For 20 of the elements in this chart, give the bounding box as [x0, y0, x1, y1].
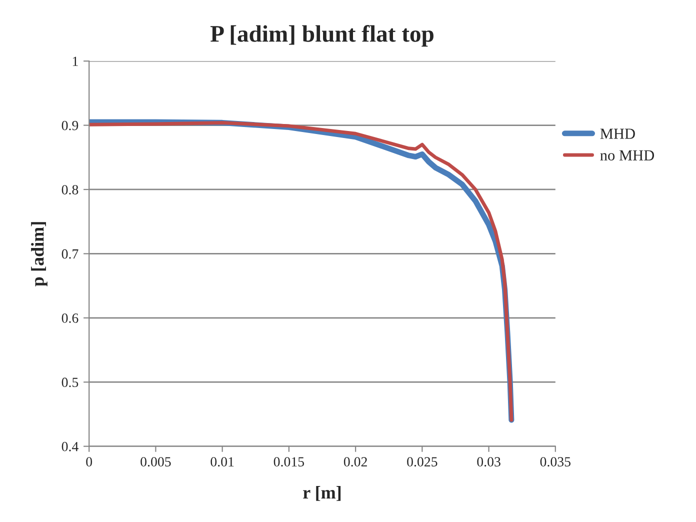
x-tick-label: 0: [86, 457, 92, 466]
x-axis-title: r [m]: [303, 486, 341, 501]
x-tick-label: 0.02: [344, 457, 367, 467]
x-tick-label: 0.015: [274, 457, 304, 467]
legend-label: no MHD: [600, 150, 654, 160]
y-tick-label: 0.7: [62, 249, 78, 259]
y-tick-label: 0.4: [62, 442, 78, 452]
legend-label: MHD: [600, 128, 635, 139]
y-tick-label: 1: [72, 56, 78, 66]
y-tick-label: 0.6: [62, 313, 78, 323]
x-tick-label: 0.035: [540, 457, 570, 467]
y-tick-label: 0.9: [62, 120, 78, 130]
y-tick-label: 0.5: [62, 378, 78, 388]
y-tick-label: 0.8: [62, 185, 78, 194]
x-tick-label: 0.005: [140, 457, 171, 467]
x-tick-label: 0.03: [477, 457, 500, 467]
y-axis-title: p [adim]: [31, 222, 48, 286]
x-tick-label: 0.025: [407, 457, 438, 467]
x-tick-label: 0.01: [210, 457, 234, 467]
chart-title: P [adim] blunt flat top: [210, 25, 434, 47]
